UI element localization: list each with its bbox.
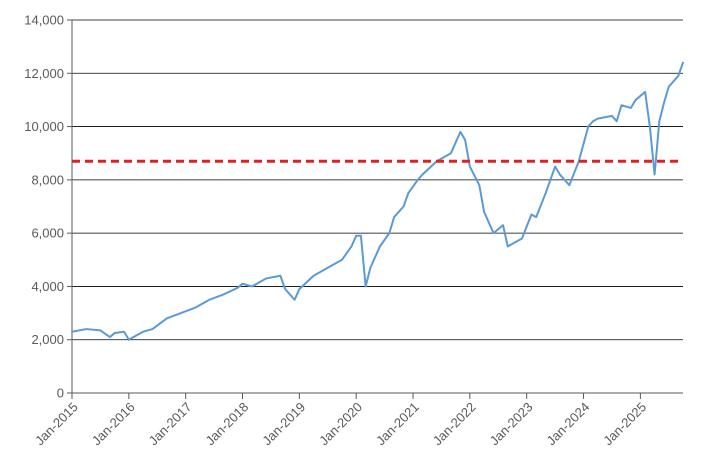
y-tick-label: 12,000 xyxy=(24,66,64,81)
y-tick-label: 4,000 xyxy=(31,279,64,294)
x-tick-label: Jan-2015 xyxy=(32,399,81,448)
x-tick-label: Jan-2025 xyxy=(600,399,649,448)
x-tick-label: Jan-2019 xyxy=(259,399,308,448)
x-tick-label: Jan-2022 xyxy=(430,399,479,448)
x-tick-label: Jan-2018 xyxy=(202,399,251,448)
x-tick-label: Jan-2016 xyxy=(89,399,138,448)
y-tick-label: 14,000 xyxy=(24,13,64,28)
y-tick-label: 0 xyxy=(57,386,64,401)
x-tick-label: Jan-2023 xyxy=(487,399,536,448)
series-layer xyxy=(71,61,684,341)
y-tick-labels: 0 2,000 4,000 6,000 8,000 10,000 12,000 14,000 xyxy=(24,13,64,401)
y-tick-label: 2,000 xyxy=(31,332,64,347)
y-tick-label: 10,000 xyxy=(24,119,64,134)
series-line xyxy=(71,61,684,341)
x-tick-label: Jan-2017 xyxy=(146,399,195,448)
gridlines xyxy=(67,19,683,394)
x-tick-label: Jan-2021 xyxy=(373,399,422,448)
x-tick-label: Jan-2020 xyxy=(316,399,365,448)
x-tick-label: Jan-2024 xyxy=(543,399,592,448)
x-tick-labels: Jan-2015 Jan-2016 Jan-2017 Jan-2018 Jan-2019… xyxy=(32,399,649,448)
y-tick-label: 8,000 xyxy=(31,172,64,187)
x-tick-marks xyxy=(71,393,641,399)
y-tick-label: 6,000 xyxy=(31,226,64,241)
